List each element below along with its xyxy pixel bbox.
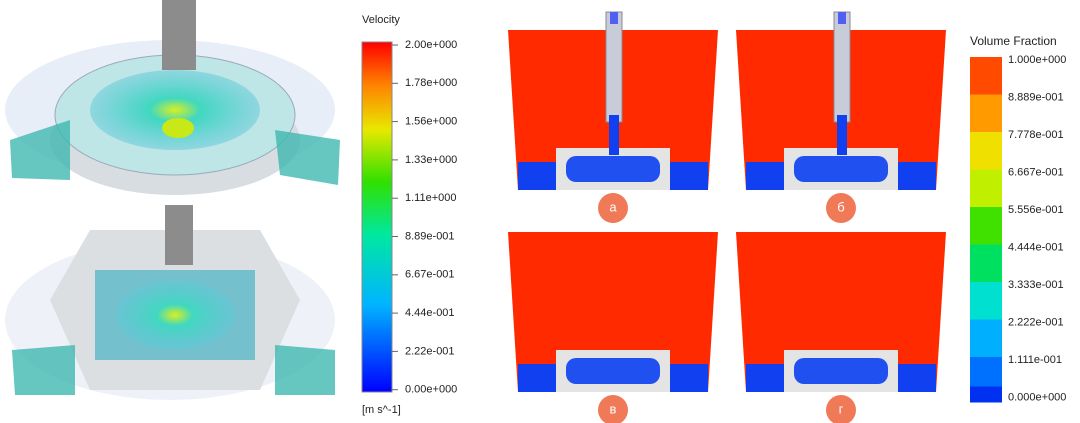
volume-fraction-label: 1.000e+000 bbox=[1008, 54, 1066, 66]
velocity-render-top bbox=[5, 0, 340, 195]
volume-fraction-label: 4.444e-001 bbox=[1008, 241, 1064, 253]
panel-pool bbox=[566, 358, 660, 384]
velocity-label: 1.11e+000 bbox=[405, 192, 457, 204]
volume-fraction-title: Volume Fraction bbox=[970, 34, 1057, 48]
volume-fraction-label: 8.889e-001 bbox=[1008, 91, 1064, 103]
volume-fraction-label: 7.778e-001 bbox=[1008, 129, 1064, 141]
nozzle bbox=[834, 12, 850, 122]
volume-fraction-label: 1.111e-001 bbox=[1008, 354, 1062, 366]
colorbar-band bbox=[970, 170, 1002, 208]
velocity-unit: [m s^-1] bbox=[362, 404, 401, 416]
colorbar-band bbox=[970, 282, 1002, 320]
velocity-label: 8.89e-001 bbox=[405, 230, 455, 242]
volume-fraction-label: 5.556e-001 bbox=[1008, 204, 1064, 216]
panel-pool bbox=[566, 156, 660, 182]
panel-pool bbox=[794, 358, 888, 384]
velocity-label: 1.33e+000 bbox=[405, 154, 457, 166]
nozzle-jet bbox=[609, 115, 619, 155]
colorbar-band bbox=[970, 387, 1002, 403]
velocity-label: 2.22e-001 bbox=[405, 345, 455, 357]
nozzle-jet bbox=[838, 12, 846, 24]
colorbar-band bbox=[970, 245, 1002, 283]
volume-fraction-label: 3.333e-001 bbox=[1008, 279, 1064, 291]
colorbar-band bbox=[970, 132, 1002, 170]
velocity-label: 4.44e-001 bbox=[405, 307, 455, 319]
panel-label: б bbox=[837, 199, 844, 214]
velocity-label: 1.78e+000 bbox=[405, 77, 457, 89]
velocity-label: 0.00e+000 bbox=[405, 384, 457, 396]
velocity-label: 1.56e+000 bbox=[405, 116, 457, 128]
colorbar-band bbox=[970, 95, 1002, 133]
panel-pool bbox=[794, 156, 888, 182]
colorbar-band bbox=[970, 57, 1002, 95]
nozzle-jet bbox=[610, 12, 618, 24]
nozzle-jet bbox=[837, 115, 847, 155]
colorbar-band bbox=[970, 207, 1002, 245]
velocity-label: 6.67e-001 bbox=[405, 269, 455, 281]
velocity-render-bottom bbox=[5, 205, 335, 400]
velocity-label: 2.00e+000 bbox=[405, 39, 457, 51]
colorbar-band bbox=[970, 320, 1002, 358]
panel-label: в bbox=[610, 401, 617, 416]
volume-fraction-label: 0.000e+000 bbox=[1008, 391, 1066, 403]
panel-label: г bbox=[839, 401, 844, 416]
figure: Velocity [m s^-1] 2.00e+000 1.78e+000 1.56… bbox=[0, 0, 1080, 423]
volume-fraction-label: 2.222e-001 bbox=[1008, 316, 1064, 328]
panel-label: а bbox=[609, 199, 617, 214]
nozzle bbox=[606, 12, 622, 122]
volume-fraction-label: 6.667e-001 bbox=[1008, 166, 1064, 178]
velocity-colorbar bbox=[362, 42, 392, 392]
velocity-title: Velocity bbox=[362, 14, 400, 26]
